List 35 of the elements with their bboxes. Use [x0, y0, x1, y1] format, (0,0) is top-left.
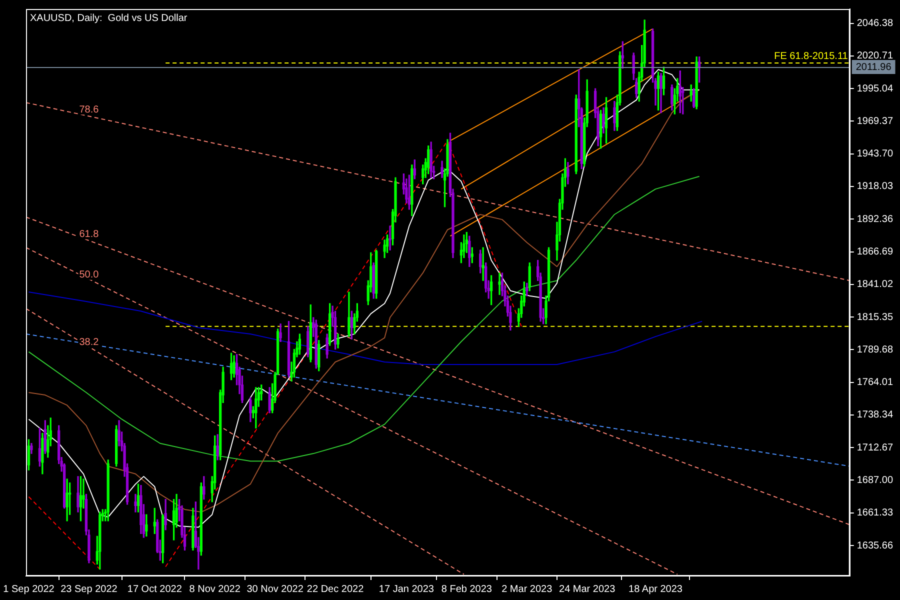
y-tick-label: 2046.38	[856, 18, 894, 30]
chart-title: XAUUSD, Daily: Gold vs US Dollar	[30, 12, 188, 24]
y-tick-label: 1661.33	[856, 508, 894, 519]
y-tick-label: 1943.70	[856, 148, 894, 160]
y-tick-label: 1969.37	[856, 116, 894, 127]
y-tick-label: 1841.02	[856, 279, 894, 290]
x-tick-label: 2 Mar 2023	[502, 584, 553, 595]
annotation: 38.2	[79, 337, 100, 348]
x-tick-label: 8 Feb 2023	[441, 584, 492, 595]
x-tick-label: 30 Nov 2022	[246, 584, 304, 595]
y-tick-label: 1866.69	[856, 246, 894, 258]
y-tick-label: 1764.01	[856, 377, 894, 388]
x-tick-label: 23 Sep 2022	[60, 584, 118, 595]
x-tick-label: 17 Oct 2022	[127, 584, 182, 595]
y-tick-label: 1892.36	[856, 214, 894, 225]
y-tick-label: 1635.66	[856, 540, 894, 552]
y-tick-label: 1995.04	[856, 83, 894, 94]
x-tick-label: 17 Jan 2023	[378, 584, 434, 595]
y-tick-label: 2020.71	[856, 50, 894, 62]
y-tick-label: 1687.00	[856, 475, 894, 486]
x-tick-label: 22 Dec 2022	[306, 584, 364, 595]
y-tick-label: 1918.03	[856, 181, 894, 192]
y-tick-label: 1738.34	[856, 410, 894, 421]
annotation: 78.6	[79, 104, 100, 116]
x-tick-label: 8 Nov 2022	[189, 584, 241, 595]
y-tick-label: 1789.68	[856, 344, 894, 356]
x-tick-label: 24 Mar 2023	[559, 584, 616, 595]
y-tick-label: 1815.35	[856, 312, 894, 323]
annotation: 50.0	[79, 270, 100, 281]
x-tick-label: 18 Apr 2023	[628, 584, 683, 595]
ref-line-label: 2011.96	[856, 62, 892, 73]
x-tick-label: 1 Sep 2022	[3, 584, 55, 595]
annotation: 61.8	[79, 228, 100, 240]
y-tick-label: 1712.67	[856, 442, 894, 454]
annotation: FE 61.8-2015.11	[774, 50, 848, 62]
